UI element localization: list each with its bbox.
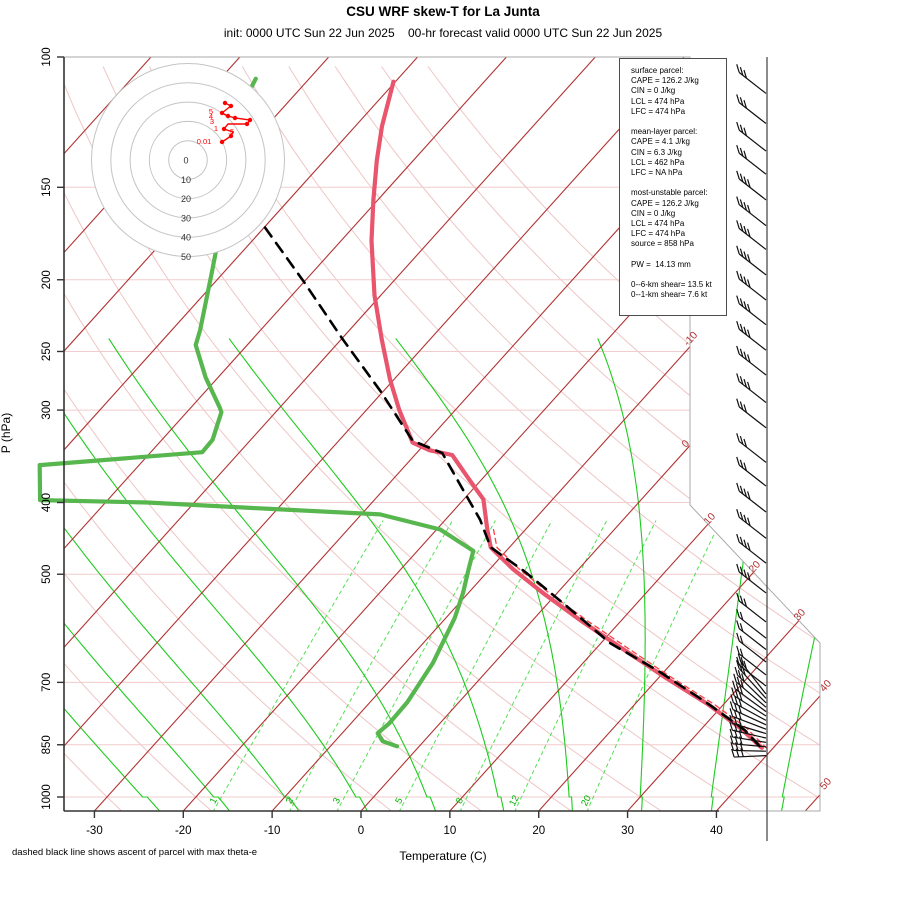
- info-box-line: LCL = 474 hPa: [631, 96, 685, 106]
- x-tick-label: 40: [710, 825, 723, 837]
- hodograph-dot: [222, 100, 228, 106]
- info-box-line: LFC = NA hPa: [631, 168, 683, 178]
- info-box-line: source = 858 hPa: [631, 239, 694, 249]
- svg-text:8: 8: [454, 796, 466, 806]
- svg-text:30: 30: [181, 213, 191, 223]
- info-box-line: CAPE = 126.2 J/kg: [631, 76, 699, 86]
- y-tick-label: 850: [41, 735, 53, 754]
- svg-text:20: 20: [746, 559, 763, 576]
- mixing-ratio-labels: 1 2 3 5 8 12 20: [208, 794, 594, 809]
- page-title: CSU WRF skew-T for La Junta: [346, 4, 540, 19]
- y-tick-label: 500: [41, 565, 53, 584]
- y-axis-title: P (hPa): [0, 412, 13, 454]
- info-box-line: LCL = 462 hPa: [631, 157, 685, 167]
- hodograph-dot: [219, 110, 225, 116]
- hodograph-dot: [219, 139, 225, 145]
- hodograph-dot: [247, 117, 253, 123]
- svg-text:20: 20: [579, 794, 594, 809]
- hodograph-ring: [168, 140, 208, 180]
- x-tick-label: 30: [621, 825, 634, 837]
- svg-text:30: 30: [791, 607, 808, 624]
- wind-barbs: [729, 57, 768, 841]
- hodograph-dot: [225, 113, 231, 119]
- info-box-line: LFC = 474 hPa: [631, 229, 686, 239]
- svg-text:10: 10: [181, 175, 191, 185]
- info-box-line: [631, 178, 726, 188]
- svg-text:2: 2: [284, 796, 296, 806]
- info-box-line: mean-layer parcel:: [631, 127, 698, 137]
- hodograph-dot: [232, 115, 238, 121]
- hodograph-ring: [110, 82, 266, 238]
- info-box-line: CIN = 0 J/kg: [631, 208, 676, 218]
- y-tick-label: 200: [41, 270, 53, 289]
- footnote: dashed black line shows ascent of parcel…: [12, 847, 258, 858]
- y-axis: 100 150 200 250 300 400 500 700 850 1000: [41, 47, 65, 811]
- svg-text:10: 10: [701, 511, 718, 528]
- hodograph-ring: [148, 120, 228, 200]
- svg-text:3: 3: [331, 796, 343, 806]
- info-box-line: LCL = 474 hPa: [631, 219, 685, 229]
- y-tick-label: 150: [41, 178, 53, 197]
- y-tick-label: 700: [41, 673, 53, 692]
- axes: -30 -20 -10 0 10 20 30 401001502002503004005007…: [41, 47, 723, 837]
- hodograph-height-label: 3: [210, 117, 214, 126]
- svg-text:50: 50: [181, 252, 191, 262]
- info-box-line: LFC = 474 hPa: [631, 106, 686, 116]
- hodograph-dot: [228, 103, 234, 109]
- info-box-line: PW = 14.13 mm: [631, 259, 691, 269]
- page-subtitle: init: 0000 UTC Sun 22 Jun 2025 00-hr for…: [223, 26, 663, 40]
- x-tick-label: 0: [358, 825, 364, 837]
- grid-mixing-ratio: [212, 520, 722, 811]
- parcel-max-theta-e-curve: [263, 226, 761, 748]
- info-box-line: CAPE = 126.2 J/kg: [631, 198, 699, 208]
- info-box-line: CIN = 0 J/kg: [631, 86, 676, 96]
- dewpoint-curve: [37, 76, 476, 749]
- x-axis-title: Temperature (C): [399, 849, 487, 863]
- x-tick-label: -20: [175, 825, 192, 837]
- y-tick-label: 250: [41, 342, 53, 361]
- info-box-line: [631, 250, 726, 260]
- svg-text:-10: -10: [681, 329, 700, 348]
- info-box-line: CAPE = 4.1 J/kg: [631, 137, 690, 147]
- svg-text:5: 5: [393, 796, 405, 806]
- hodograph-height-label: 1: [214, 124, 218, 133]
- hodograph-dot: [244, 121, 250, 127]
- hodograph-ring: [129, 101, 247, 219]
- x-tick-label: -30: [86, 825, 103, 837]
- info-box-line: [631, 270, 726, 280]
- hodograph-height-label: .5: [228, 127, 234, 136]
- y-tick-label: 400: [41, 493, 53, 512]
- x-axis: -30 -20 -10 0 10 20 30 40: [64, 810, 723, 837]
- svg-text:40: 40: [181, 233, 191, 243]
- y-tick-label: 300: [41, 400, 53, 419]
- hodograph-height-label: 0.01: [197, 137, 212, 146]
- hodograph-height-label: 4: [209, 112, 213, 121]
- svg-text:0: 0: [183, 156, 188, 166]
- parcel-info-box: surface parcel: CAPE = 126.2 J/kg CIN = 0 …: [619, 58, 727, 316]
- hodograph-height-label: 5: [209, 107, 213, 116]
- info-box-line: 0--1-km shear= 7.6 kt: [631, 290, 708, 300]
- y-tick-label: 1000: [41, 784, 53, 810]
- x-tick-label: 20: [532, 825, 545, 837]
- svg-text:20: 20: [181, 194, 191, 204]
- y-tick-label: 100: [41, 47, 53, 66]
- info-box-line: CIN = 6.3 J/kg: [631, 147, 682, 157]
- svg-text:1: 1: [208, 796, 220, 806]
- x-tick-label: -10: [264, 825, 281, 837]
- info-box-line: 0--6-km shear= 13.5 kt: [631, 280, 712, 290]
- hodograph-ring: [91, 63, 285, 257]
- hodograph-dot: [228, 133, 234, 139]
- info-box-line: most-unstable parcel:: [631, 188, 708, 198]
- info-box-line: [631, 117, 726, 127]
- x-tick-label: 10: [443, 825, 456, 837]
- svg-text:12: 12: [507, 794, 522, 809]
- hodograph-dot: [221, 126, 227, 132]
- info-box-line: surface parcel:: [631, 66, 684, 75]
